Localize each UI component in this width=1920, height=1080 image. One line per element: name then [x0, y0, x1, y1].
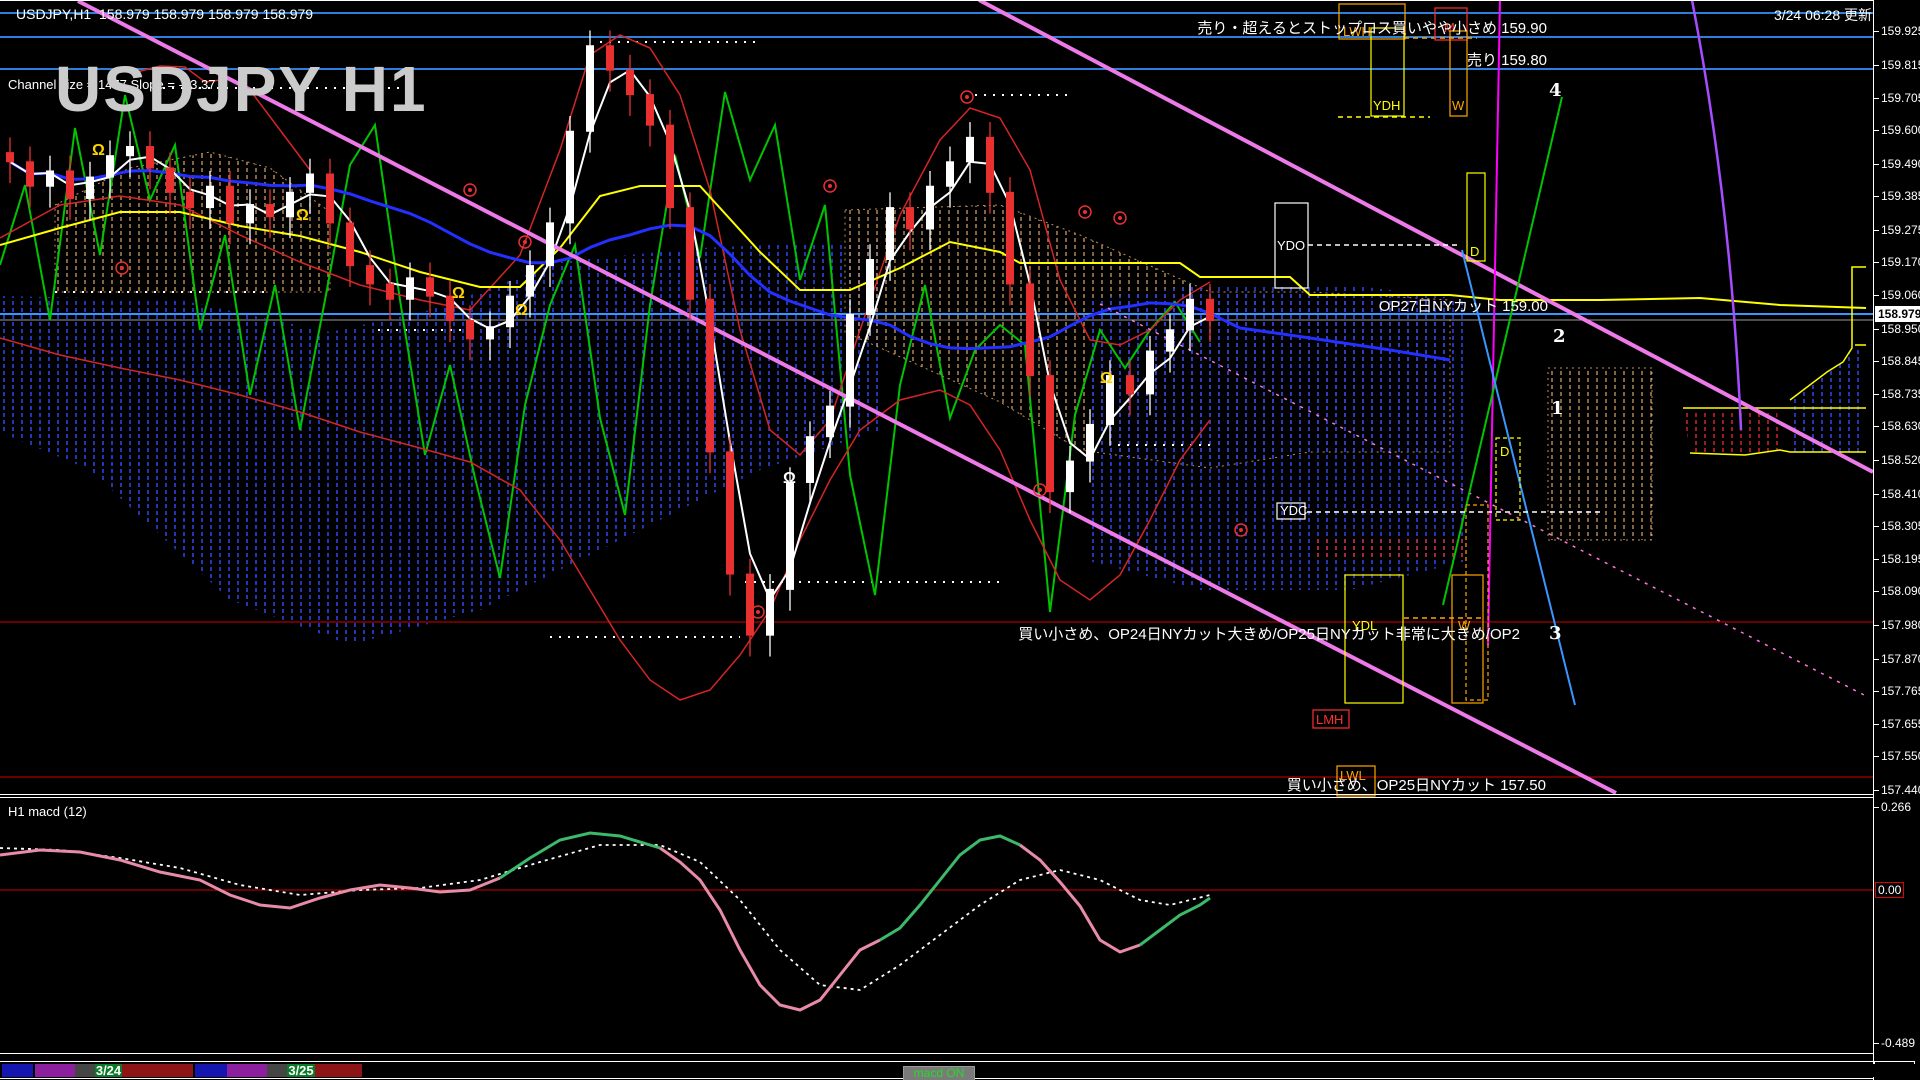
price-tick: 158.845	[1874, 354, 1920, 368]
period-box-label-lmh: LMH	[1316, 712, 1343, 727]
wave-count-1: 1	[1551, 398, 1564, 419]
omega-marker: Ω	[515, 302, 528, 319]
price-tick: 158.090	[1874, 584, 1920, 598]
omega-marker: Ω	[783, 470, 796, 487]
macd-indicator-label: H1 macd (12)	[8, 804, 87, 819]
price-tick: 159.275	[1874, 223, 1920, 237]
wave-count-2: 2	[1553, 326, 1566, 347]
period-box-label-w: W	[1452, 98, 1465, 113]
price-tick: 159.925	[1874, 24, 1920, 38]
annotation-buy-op24-op25-ny-cut: 買い小さめ、OP24日NYカット大きめ/OP25日NYカット非常に大きめ/OP2	[1018, 626, 1520, 643]
price-tick: 157.655	[1874, 717, 1920, 731]
price-tick: 159.815	[1874, 58, 1920, 72]
timeline-segment	[195, 1064, 227, 1077]
symbol-ohlc-readout: USDJPY,H1 158.979 158.979 158.979 158.97…	[16, 6, 314, 22]
period-box-label-w: W	[1458, 618, 1471, 633]
price-tick: 157.550	[1874, 749, 1920, 763]
price-axis: 158.979 0.00 50000 159.925159.815159.705…	[1873, 0, 1920, 1080]
annotation-buy-op25-ny-cut-157-50: 買い小さめ、OP25日NYカット 157.50	[1286, 777, 1546, 794]
price-tick: 159.705	[1874, 91, 1920, 105]
price-tick: 158.410	[1874, 487, 1920, 501]
macd-tick: -0.489	[1874, 1036, 1915, 1050]
chart-canvas: LWH YDH M W YDO YDC YDL W D D LMH LWL Ω Ω Ω Ω Ω Ω	[0, 0, 1873, 1012]
macd-zero-badge: 0.00	[1875, 882, 1905, 898]
omega-marker: Ω	[296, 207, 309, 224]
omega-marker: Ω	[1100, 370, 1113, 387]
price-tick: 159.060	[1874, 288, 1920, 302]
period-box-label-ydc: YDC	[1280, 503, 1307, 518]
price-tick: 157.870	[1874, 652, 1920, 666]
panel-separator	[0, 1053, 1920, 1054]
price-tick: 158.950	[1874, 322, 1920, 336]
price-tick: 157.440	[1874, 783, 1920, 797]
period-box-label-m: M	[1444, 20, 1455, 35]
price-tick: 157.980	[1874, 618, 1920, 632]
annotation-op27-ny-cut-159-00: OP27日NYカット 159.00	[1378, 298, 1548, 315]
price-tick: 158.520	[1874, 453, 1920, 467]
wave-count-4: 4	[1549, 80, 1562, 101]
window-top-border	[0, 0, 1920, 1]
update-timestamp: 3/24 06:28 更新	[1773, 7, 1872, 23]
price-tick: 158.630	[1874, 419, 1920, 433]
channel-info-label: Channel size = 1477 Slope = -43.37	[8, 77, 216, 92]
price-tick: 158.195	[1874, 552, 1920, 566]
period-box-label-ydh: YDH	[1373, 98, 1400, 113]
price-tick: 158.735	[1874, 387, 1920, 401]
wave-count-3: 3	[1549, 623, 1562, 644]
timeline-segment	[227, 1064, 267, 1077]
symbol-watermark: USDJPY H1	[55, 53, 428, 125]
price-tick: 159.170	[1874, 255, 1920, 269]
price-tick: 157.765	[1874, 684, 1920, 698]
timeline-segment	[267, 1064, 287, 1077]
timeline-segment	[122, 1064, 193, 1077]
macd-toggle-button[interactable]: macd ON	[903, 1066, 975, 1080]
current-price-badge: 158.979	[1875, 306, 1920, 322]
price-tick: 159.490	[1874, 157, 1920, 171]
price-tick: 158.305	[1874, 519, 1920, 533]
timeline-date-segment: 3/25	[287, 1063, 315, 1078]
panel-separator	[0, 1061, 1920, 1062]
period-box-label-ydo: YDO	[1277, 238, 1305, 253]
omega-marker: Ω	[452, 285, 465, 302]
period-box-label-ydl: YDL	[1352, 618, 1377, 633]
macd-tick: 0.266	[1874, 800, 1911, 814]
annotation-sell-159-80: 売り 159.80	[1466, 52, 1547, 69]
timeline-date-segment: 3/24	[95, 1063, 122, 1078]
panel-separator	[0, 794, 1920, 795]
timeline-date-label: 3/24	[95, 1063, 122, 1078]
period-box-label-lwh: LWH	[1343, 24, 1371, 39]
timeline-period-strip: 3/24 3/25	[0, 1063, 1920, 1078]
annotation-sell-stop-159-90: 売り・超えるとストップロス買いやや小さめ 159.90	[1197, 20, 1547, 37]
timeline-segment	[75, 1064, 95, 1077]
timeline-segment	[315, 1064, 362, 1077]
panel-separator	[0, 797, 1920, 798]
timeline-segment	[2, 1064, 33, 1077]
price-tick: 159.600	[1874, 123, 1920, 137]
period-box-label-d: D	[1470, 244, 1479, 259]
price-tick: 159.385	[1874, 189, 1920, 203]
timeline-date-label: 3/25	[288, 1063, 314, 1078]
period-box-label-d: D	[1500, 444, 1509, 459]
period-box-label-lwl: LWL	[1340, 768, 1366, 783]
timeline-segment	[35, 1064, 75, 1077]
omega-marker: Ω	[92, 142, 105, 159]
